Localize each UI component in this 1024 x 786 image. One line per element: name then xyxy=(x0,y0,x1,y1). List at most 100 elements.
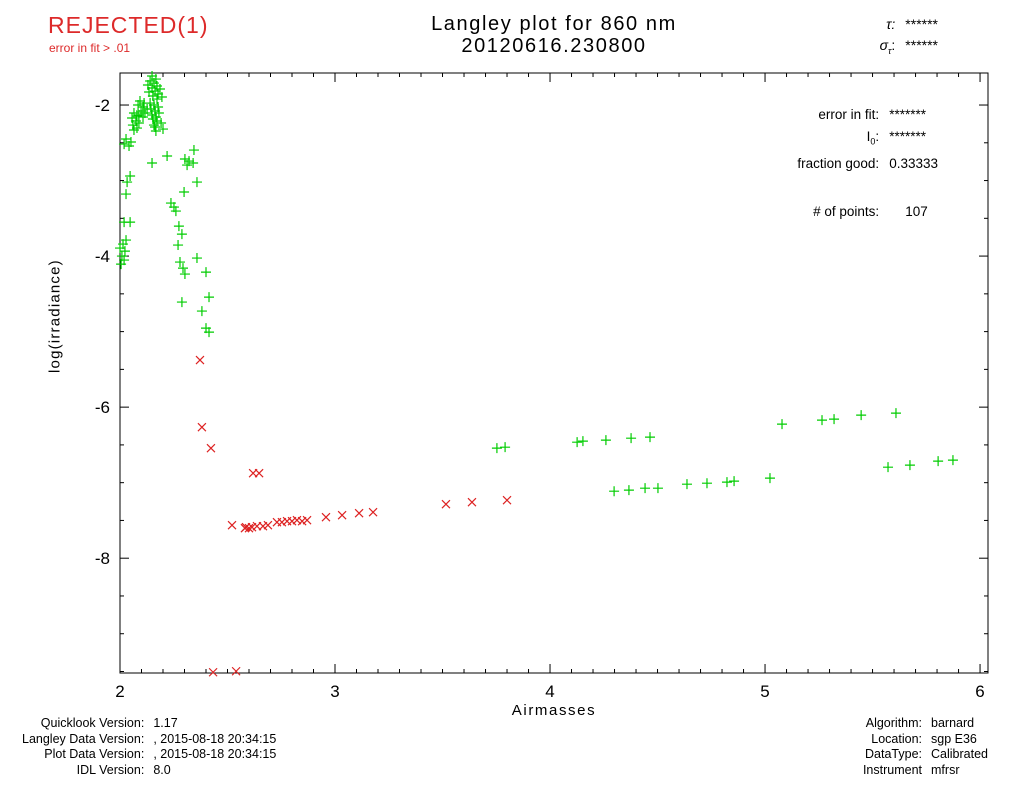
data-point-accepted xyxy=(150,74,161,85)
footer-value: sgp E36 xyxy=(931,731,977,746)
data-point-accepted xyxy=(947,455,958,466)
data-point-accepted xyxy=(204,327,215,338)
sigma-tau-value: ****** xyxy=(905,37,938,53)
footer-value: 1.17 xyxy=(153,716,178,730)
footer-value: Calibrated xyxy=(931,747,988,761)
sigma-tau-label: στ: xyxy=(880,35,896,62)
data-point-accepted xyxy=(119,139,130,150)
data-point-accepted xyxy=(125,137,136,148)
data-point-accepted xyxy=(184,156,195,167)
data-point-accepted xyxy=(162,151,173,162)
footer-value: 8.0 xyxy=(153,762,171,777)
plot-subtitle: 20120616.230800 xyxy=(461,35,647,57)
x-tick-label: 4 xyxy=(545,682,554,701)
data-point-accepted xyxy=(500,442,511,453)
sigma-colon: : xyxy=(891,37,896,53)
x-tick-label: 2 xyxy=(115,682,124,701)
sigma-base: σ xyxy=(879,37,889,53)
data-point-accepted xyxy=(572,437,583,448)
data-point-accepted xyxy=(933,456,944,467)
data-point-rejected xyxy=(441,499,451,509)
data-point-accepted xyxy=(182,160,193,171)
data-point-accepted xyxy=(133,118,144,128)
title-block: Langley plot for 860 nm 20120616.230800 xyxy=(120,13,988,57)
data-point-accepted xyxy=(173,221,184,232)
data-point-accepted xyxy=(122,177,133,188)
fraction-good-label: fraction good: xyxy=(797,155,880,171)
y-tick-label: -4 xyxy=(95,247,110,266)
data-point-accepted xyxy=(904,460,915,471)
data-point-accepted xyxy=(150,126,161,137)
data-point-accepted xyxy=(168,202,179,213)
tau-summary: τ: ****** στ: ****** xyxy=(880,14,938,62)
fraction-good-value: 0.33333 xyxy=(889,155,938,171)
data-point-accepted xyxy=(156,118,167,128)
data-point-accepted xyxy=(609,486,620,497)
num-points-value: 107 xyxy=(905,203,928,219)
data-point-accepted xyxy=(721,477,732,488)
i0-sub: 0 xyxy=(870,136,876,147)
i0-colon: : xyxy=(875,129,880,144)
data-point-accepted xyxy=(138,112,149,123)
data-point-accepted xyxy=(133,100,144,111)
data-point-accepted xyxy=(829,414,840,425)
data-point-accepted xyxy=(142,104,153,115)
data-point-accepted xyxy=(176,297,187,308)
data-point-accepted xyxy=(154,84,165,95)
data-point-rejected xyxy=(502,495,512,505)
i0-base: I xyxy=(866,129,871,144)
error-in-fit-value: ******* xyxy=(889,107,926,122)
version-info-block: Quicklook Version: 1.17 Langley Data Ver… xyxy=(22,716,276,778)
data-point-rejected xyxy=(195,355,205,365)
data-point-accepted xyxy=(121,189,132,200)
data-point-accepted xyxy=(179,187,190,198)
footer-label: IDL Version: xyxy=(76,762,145,777)
footer-value: barnard xyxy=(931,716,975,730)
data-point-accepted xyxy=(764,473,775,484)
data-point-rejected xyxy=(321,512,331,522)
data-point-accepted xyxy=(890,408,901,419)
data-point-accepted xyxy=(148,120,159,131)
data-point-accepted xyxy=(191,177,202,188)
data-point-accepted xyxy=(491,443,502,454)
data-point-accepted xyxy=(138,101,149,112)
data-point-accepted xyxy=(150,122,161,133)
footer-value: , 2015-08-18 20:34:15 xyxy=(153,747,277,761)
data-point-accepted xyxy=(177,263,188,274)
x-tick-label: 3 xyxy=(330,682,339,701)
data-point-accepted xyxy=(196,306,207,317)
data-point-accepted xyxy=(131,111,142,122)
data-point-rejected xyxy=(244,523,254,533)
data-point-accepted xyxy=(600,435,611,446)
data-point-accepted xyxy=(156,92,167,103)
y-tick-label: -6 xyxy=(95,398,110,417)
data-point-accepted xyxy=(116,259,127,270)
footer-label: DataType: xyxy=(865,747,923,761)
data-point-accepted xyxy=(817,415,828,426)
footer-label: Quicklook Version: xyxy=(40,716,145,730)
x-tick-label: 6 xyxy=(975,682,984,701)
plot-title: Langley plot for 860 nm xyxy=(431,13,677,35)
footer-value: , 2015-08-18 20:34:15 xyxy=(153,731,277,746)
y-tick-label: -8 xyxy=(95,549,110,568)
data-point-accepted xyxy=(729,476,740,487)
footer-label: Langley Data Version: xyxy=(22,731,145,746)
data-point-accepted xyxy=(170,206,181,217)
data-point-rejected xyxy=(231,666,241,676)
data-point-accepted xyxy=(134,96,145,107)
data-point-accepted xyxy=(151,94,162,105)
data-point-accepted xyxy=(645,432,656,443)
x-tick-label: 5 xyxy=(760,682,769,701)
data-point-rejected xyxy=(227,520,237,530)
rejected-reason: error in fit > .01 xyxy=(49,41,131,55)
y-tick-label: -2 xyxy=(95,96,110,115)
data-point-accepted xyxy=(139,108,150,119)
data-point-accepted xyxy=(191,253,202,264)
data-point-accepted xyxy=(626,433,637,444)
data-point-accepted xyxy=(188,158,199,169)
error-in-fit-label: error in fit: xyxy=(818,107,880,122)
data-point-accepted xyxy=(128,125,139,136)
data-point-accepted xyxy=(577,436,588,447)
i0-value: ******* xyxy=(889,129,926,144)
